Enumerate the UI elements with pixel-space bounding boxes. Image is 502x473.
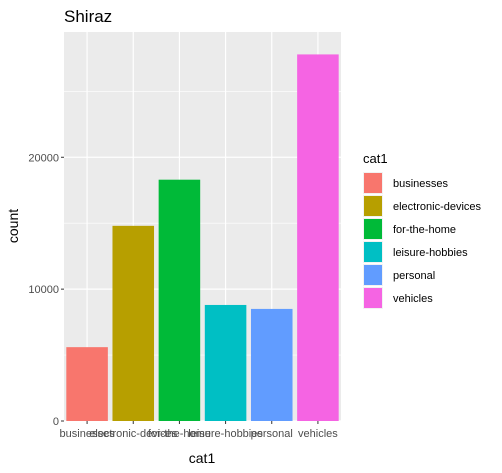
y-tick-label: 0 [53,416,59,428]
x-tick-label: vehicles [298,428,338,440]
y-tick-label: 10000 [28,284,59,296]
x-tick-label: electronic-devices [89,428,178,440]
y-axis-title: count [5,209,21,243]
bar-businesses [66,347,108,421]
legend-items: businesses electronic-devices for-the-home… [363,172,482,309]
x-axis-ticks: businesseselectronic-devicesfor-the-home… [60,421,338,440]
legend-swatch-personal [364,265,382,285]
chart-title: Shiraz [64,7,112,26]
legend-label: leisure-hobbies [393,247,468,259]
legend-swatch-leisure-hobbies [364,242,382,262]
grid-minor [64,91,341,356]
legend-label: businesses [393,178,449,190]
y-tick-label: 20000 [28,152,59,164]
bar-vehicles [297,54,339,421]
x-tick-label: personal [251,428,293,440]
x-tick-label: businesses [60,428,116,440]
bar-for-the-home [158,179,201,421]
legend-swatch-electronic-devices [364,196,382,216]
legend: cat1 businesses electronic-devices for-the… [363,151,482,309]
y-axis-ticks: 0 10000 20000 [28,152,64,428]
bar-leisure-hobbies [204,304,247,421]
legend-swatch-for-the-home [364,219,382,239]
legend-label: personal [393,270,435,282]
legend-label: electronic-devices [393,201,482,213]
x-tick-label: leisure-hobbies [188,428,263,440]
bar-personal [250,308,293,421]
legend-label: for-the-home [393,224,456,236]
legend-swatch-businesses [364,173,382,193]
legend-label: vehicles [393,293,433,305]
bar-electronic-devices [112,225,155,421]
bars [66,54,339,421]
legend-swatch-vehicles [364,288,382,308]
plot-panel [64,32,341,421]
x-tick-label: for-the-home [148,428,211,440]
x-axis-title: cat1 [189,450,216,466]
legend-title: cat1 [363,151,388,166]
